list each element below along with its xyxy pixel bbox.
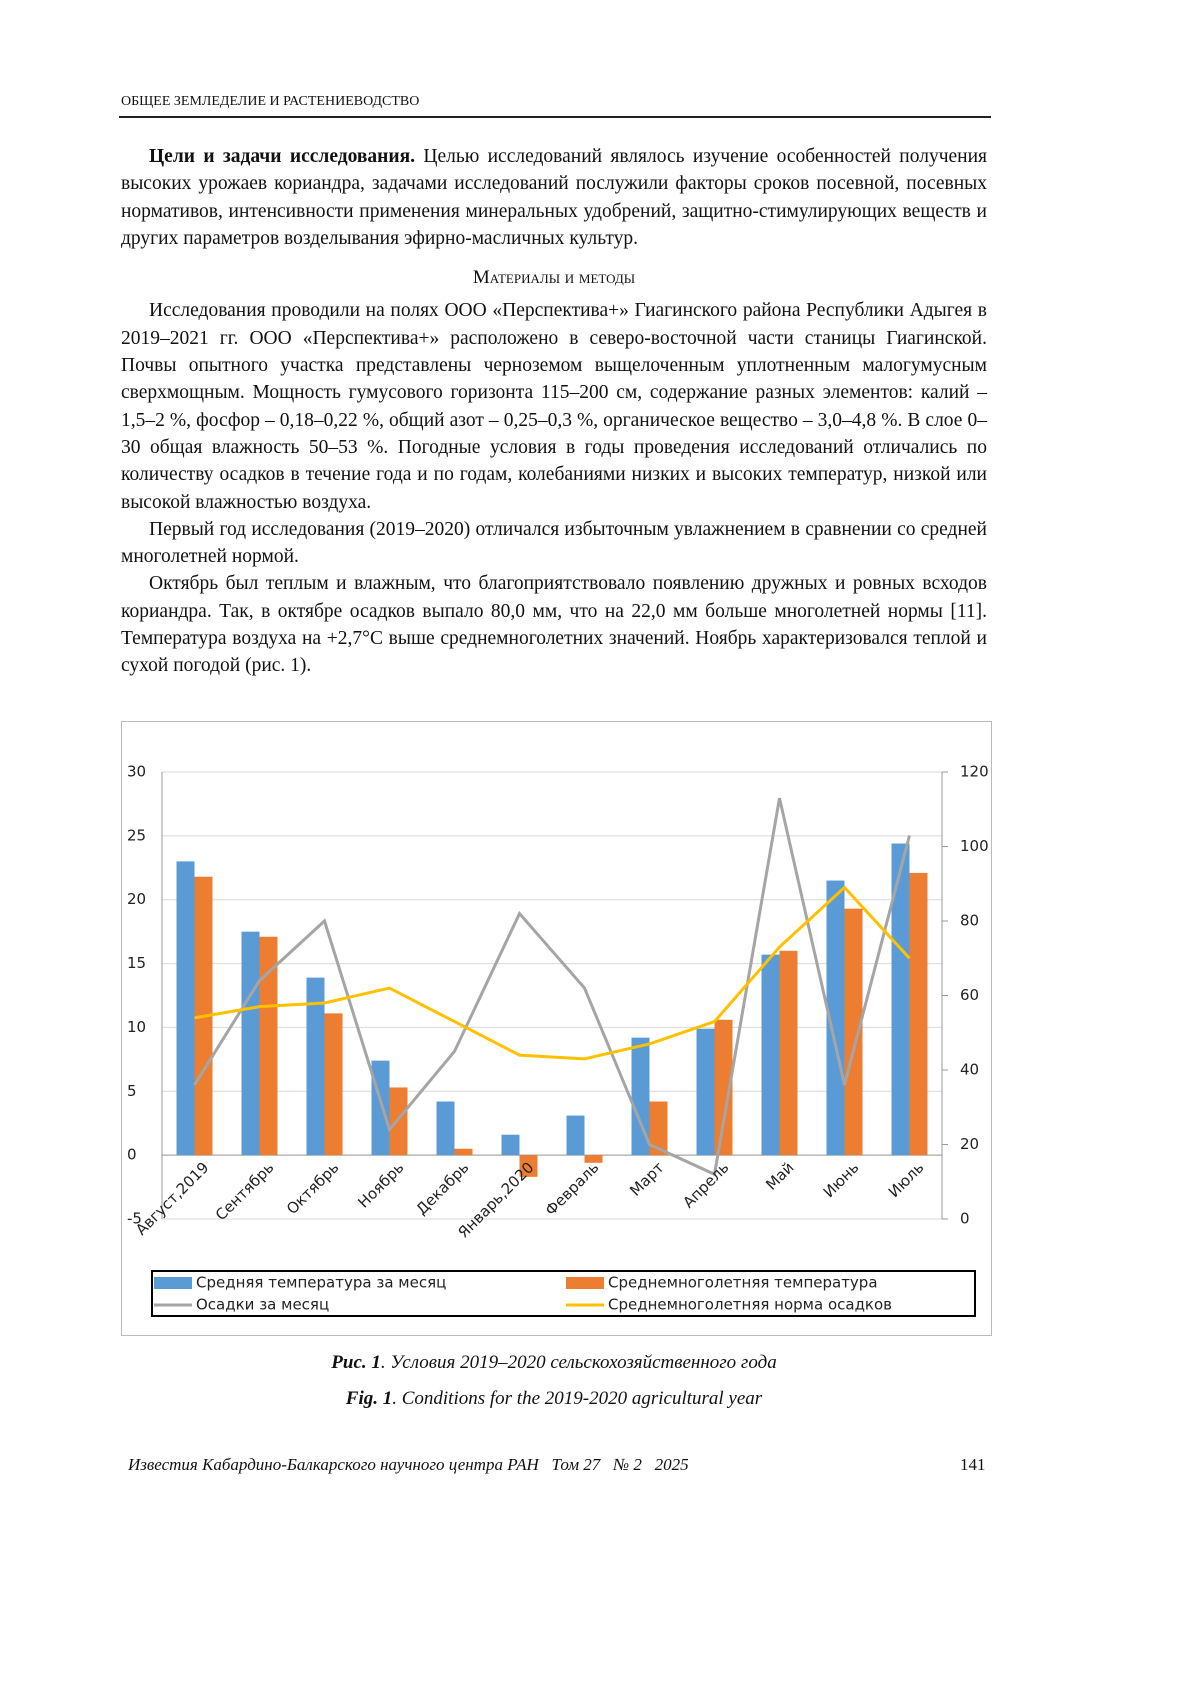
- y2-tick-label: 120: [960, 763, 989, 781]
- y2-tick-label: 60: [960, 986, 979, 1004]
- paragraph: Исследования проводили на полях ООО «Пер…: [121, 297, 987, 515]
- section-heading: Материалы и методы: [121, 264, 987, 291]
- paragraph: Цели и задачи исследования. Целью исслед…: [121, 143, 987, 252]
- bar: [780, 951, 798, 1155]
- y-tick-label: 20: [127, 890, 146, 908]
- chart: -5051015202530020406080100120Август,2019…: [121, 721, 993, 1337]
- bar: [437, 1102, 455, 1156]
- legend-label: Средняя температура за месяц: [196, 1274, 446, 1292]
- y2-tick-label: 100: [960, 837, 989, 855]
- y2-tick-label: 0: [960, 1210, 970, 1228]
- y-tick-label: 5: [127, 1082, 137, 1100]
- page-number: 141: [960, 1455, 986, 1475]
- y-tick-label: 10: [127, 1018, 146, 1036]
- caption-ru: Рис. 1. Условия 2019–2020 сельскохозяйст…: [0, 1352, 1108, 1374]
- caption-label: Fig. 1: [346, 1388, 392, 1409]
- lead: Цели и задачи исследования.: [149, 146, 415, 167]
- caption-label: Рис. 1: [331, 1352, 381, 1373]
- caption-en: Fig. 1. Conditions for the 2019-2020 agr…: [0, 1388, 1108, 1410]
- bar: [502, 1135, 520, 1155]
- paragraph: Октябрь был теплым и влажным, что благоп…: [121, 570, 987, 679]
- y-tick-label: 15: [127, 954, 146, 972]
- bar: [390, 1087, 408, 1155]
- bar: [697, 1029, 715, 1155]
- footer-journal: Известия Кабардино-Балкарского научного …: [128, 1455, 689, 1475]
- y2-tick-label: 20: [960, 1135, 979, 1153]
- y-tick-label: 0: [127, 1146, 137, 1164]
- bar: [325, 1013, 343, 1155]
- legend-label: Среднемноголетняя температура: [608, 1274, 878, 1292]
- legend-label: Среднемноголетняя норма осадков: [608, 1296, 892, 1314]
- body: Цели и задачи исследования. Целью исслед…: [121, 143, 987, 680]
- bar: [242, 932, 260, 1156]
- running-header: ОБЩЕЕ ЗЕМЛЕДЕЛИЕ И РАСТЕНИЕВОДСТВО: [121, 94, 419, 110]
- legend-swatch: [566, 1277, 604, 1289]
- bar: [567, 1116, 585, 1156]
- bar: [260, 937, 278, 1155]
- bar: [372, 1061, 390, 1156]
- legend-label: Осадки за месяц: [196, 1296, 329, 1314]
- bar: [910, 873, 928, 1155]
- y-tick-label: 30: [127, 763, 146, 781]
- bar: [762, 955, 780, 1156]
- bar: [455, 1149, 473, 1155]
- caption-text: . Условия 2019–2020 сельскохозяйственног…: [381, 1352, 777, 1373]
- y2-tick-label: 80: [960, 912, 979, 930]
- y2-tick-label: 40: [960, 1061, 979, 1079]
- header-rule: [119, 116, 991, 118]
- bar: [177, 861, 195, 1155]
- paragraph: Первый год исследования (2019–2020) отли…: [121, 516, 987, 571]
- caption-text: . Conditions for the 2019-2020 agricultu…: [392, 1388, 762, 1409]
- legend-swatch: [154, 1277, 192, 1289]
- y-tick-label: 25: [127, 826, 146, 844]
